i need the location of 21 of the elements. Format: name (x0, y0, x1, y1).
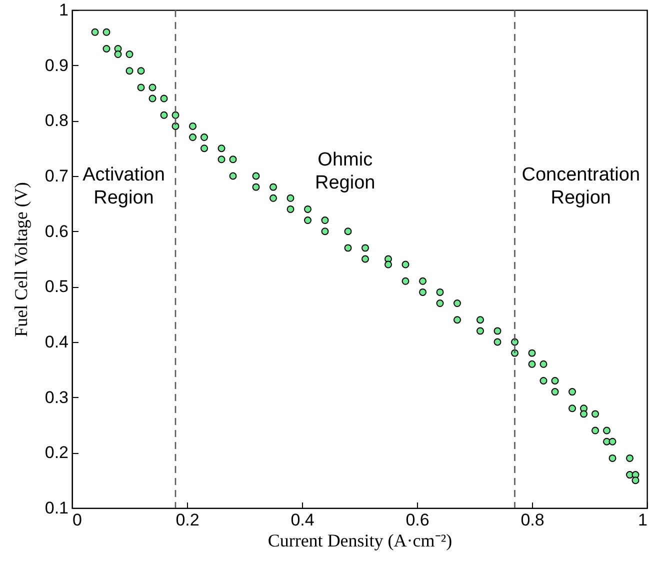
x-tick-label: 0.6 (406, 510, 430, 530)
x-tick-label: 0.2 (176, 510, 200, 530)
annotation: Concentration Region (522, 164, 640, 208)
y-tick-label: 0.1 (44, 498, 68, 518)
y-tick-label: 0.2 (44, 443, 68, 462)
y-tick-label: 0.4 (44, 332, 68, 352)
x-axis-title: Current Density (A·cm⁻²) (268, 530, 452, 550)
x-tick-label: 0.4 (290, 510, 314, 530)
annotation: Activation Region (82, 164, 165, 208)
annotation: Ohmic Region (315, 149, 376, 194)
x-tick-label: 0 (72, 510, 82, 530)
y-tick-label: 1 (59, 0, 68, 20)
y-tick-label: 0.6 (44, 222, 68, 241)
y-tick-label: 0.7 (44, 166, 68, 186)
y-tick-label: 0.8 (44, 111, 68, 130)
y-axis-title: Fuel Cell Voltage (V) (10, 182, 31, 337)
x-tick-label: 1 (638, 510, 648, 530)
y-tick-label: 0.5 (44, 277, 68, 296)
x-tick-label: 0.8 (520, 510, 544, 530)
y-tick-label: 0.9 (44, 56, 68, 75)
y-tick-label: 0.3 (44, 388, 68, 407)
